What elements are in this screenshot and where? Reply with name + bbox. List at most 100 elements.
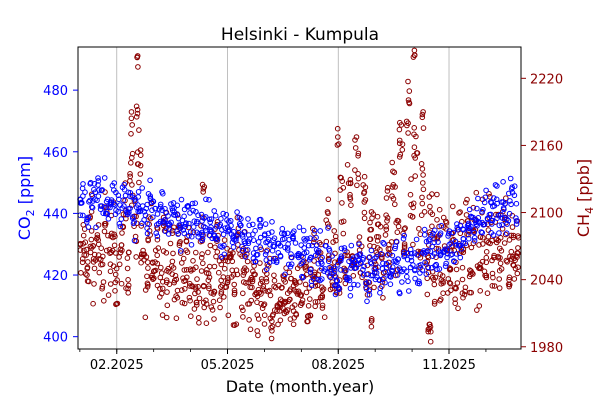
co2-point	[332, 291, 339, 298]
ch4-point	[240, 307, 246, 314]
ch4-point	[211, 316, 217, 322]
co2-point	[338, 255, 345, 262]
co2-point	[269, 229, 275, 235]
co2-point	[246, 222, 252, 229]
ch4-point	[256, 289, 263, 296]
co2-point	[460, 227, 467, 233]
co2-point	[481, 199, 488, 206]
co2-point	[466, 229, 472, 235]
ch4-point	[299, 297, 306, 304]
ch4-point	[496, 267, 503, 274]
left-axis-label: CO2 [ppm]	[15, 156, 37, 240]
ch4-point	[338, 219, 345, 225]
co2-point	[230, 244, 237, 250]
ch4-point	[511, 276, 518, 282]
ch4-peak-point	[128, 131, 134, 137]
ch4-point	[149, 274, 155, 281]
ch4-point	[163, 279, 170, 286]
ch4-point	[405, 78, 411, 85]
ch4-point	[94, 234, 101, 241]
co2-point	[493, 196, 500, 203]
co2-point	[98, 187, 105, 194]
ch4-point	[137, 171, 144, 177]
co2-point	[168, 201, 174, 207]
ch4-point	[176, 242, 183, 248]
co2-point	[238, 222, 244, 229]
ch4-point	[389, 193, 395, 199]
co2-point	[231, 236, 237, 243]
ch4-point	[179, 287, 185, 293]
ch4-peak-point	[425, 328, 432, 335]
co2-point	[425, 247, 431, 254]
ch4-peak-point	[128, 115, 135, 122]
ch4-point	[231, 291, 238, 298]
ch4-point	[163, 250, 170, 256]
co2-point	[220, 210, 226, 217]
ch4-point	[195, 283, 201, 290]
co2-point	[427, 248, 434, 254]
ch4-point	[496, 276, 503, 282]
left-tick-label: 480	[43, 84, 68, 99]
co2-point	[504, 221, 510, 227]
ch4-point	[434, 217, 440, 223]
co2-point	[478, 229, 485, 235]
co2-point	[471, 238, 478, 244]
ch4-point	[394, 229, 401, 235]
ch4-point	[384, 215, 391, 221]
co2-point	[91, 186, 97, 193]
ch4-point	[191, 306, 198, 312]
ch4-point	[452, 296, 458, 303]
co2-point	[230, 233, 237, 240]
co2-point	[319, 276, 325, 282]
co2-point	[480, 206, 486, 213]
co2-point	[507, 175, 514, 182]
ch4-point	[419, 194, 425, 201]
ch4-point	[206, 274, 213, 281]
ch4-point	[356, 234, 363, 240]
ch4-peak-point	[335, 134, 341, 140]
ch4-point	[380, 295, 386, 301]
co2-point	[319, 260, 325, 267]
co2-point	[399, 279, 405, 285]
co2-point	[482, 194, 489, 201]
ch4-point	[182, 286, 188, 292]
co2-point	[360, 272, 367, 278]
co2-point	[97, 206, 104, 212]
ch4-point	[98, 261, 104, 268]
ch4-point	[182, 277, 189, 284]
ch4-point	[159, 312, 166, 318]
co2-point	[323, 243, 329, 249]
ch4-point	[455, 305, 461, 312]
ch4-point	[429, 191, 435, 197]
ch4-point	[304, 318, 310, 325]
ch4-point	[411, 125, 418, 131]
ch4-point	[261, 312, 268, 319]
co2-point	[95, 178, 102, 184]
co2-point	[91, 181, 98, 187]
ch4-point	[88, 236, 95, 243]
ch4-point	[134, 161, 141, 167]
ch4-point	[361, 189, 368, 195]
right-tick-label: 2220	[530, 72, 563, 87]
ch4-point	[234, 271, 241, 278]
co2-point	[135, 208, 141, 215]
ch4-point	[143, 254, 150, 260]
co2-point	[500, 179, 506, 185]
ch4-point	[499, 226, 506, 232]
ch4-point	[321, 314, 328, 321]
co2-point	[257, 244, 264, 250]
co2-point	[157, 201, 164, 208]
right-axis-ticks: 1980 2040 2100 2160 2220	[521, 72, 563, 356]
co2-point	[161, 217, 168, 223]
co2-point	[431, 239, 438, 246]
ch4-point	[392, 201, 398, 208]
ch4-point	[474, 307, 480, 313]
ch4-point	[181, 267, 188, 273]
ch4-point	[129, 182, 135, 188]
co2-point	[436, 266, 443, 272]
ch4-point	[269, 323, 276, 330]
ch4-point	[293, 288, 299, 295]
co2-point	[494, 183, 500, 189]
ch4-point	[298, 300, 305, 306]
ch4-point	[402, 225, 408, 231]
